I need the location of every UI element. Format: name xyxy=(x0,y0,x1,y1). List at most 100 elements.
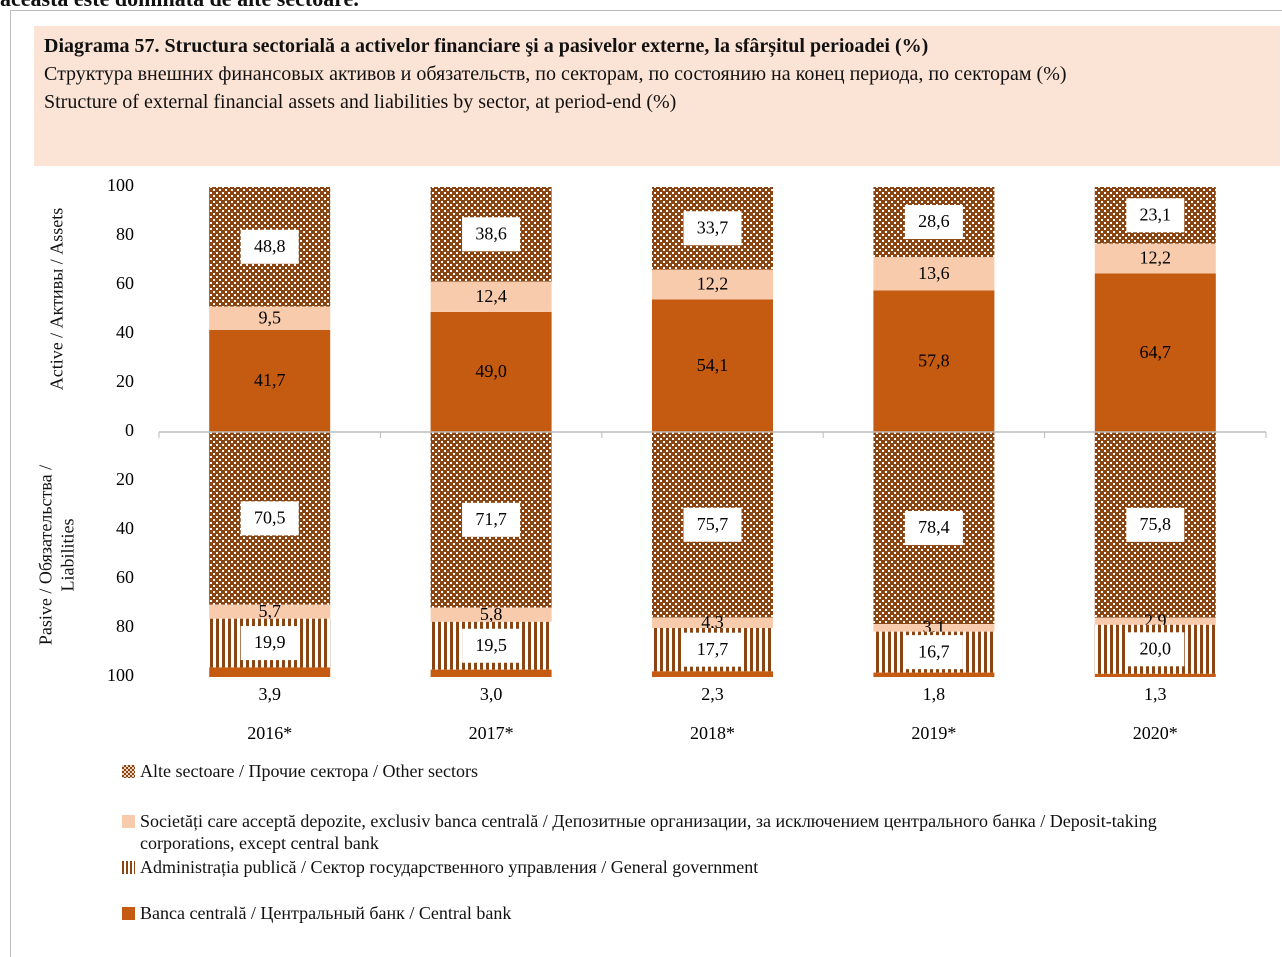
y-tick-label: 40 xyxy=(116,518,134,538)
data-label: 71,7 xyxy=(475,509,507,529)
legend-swatch xyxy=(122,907,135,920)
bar-segment xyxy=(652,617,773,628)
legend-label: Administrația publică / Сектор государст… xyxy=(140,857,759,877)
data-label: 33,7 xyxy=(697,217,729,237)
label-box xyxy=(240,229,299,264)
chart-title: Diagrama 57. Structura sectorială a acti… xyxy=(44,35,929,57)
data-label: 4,3 xyxy=(701,612,724,632)
x-tick-label: 2019* xyxy=(911,723,956,743)
y-tick-label: 60 xyxy=(116,273,134,293)
bar-segment xyxy=(1094,673,1216,677)
label-box xyxy=(683,632,742,667)
legend-item: Administrația publică / Сектор государст… xyxy=(120,856,1200,878)
data-label: 57,8 xyxy=(918,350,950,370)
data-label: 16,7 xyxy=(918,641,950,661)
data-label: 13,6 xyxy=(918,263,950,283)
bar-segment xyxy=(652,671,773,677)
legend-label: Societăți care acceptă depozite, exclusi… xyxy=(140,811,1157,853)
chart-subtitle: Structure of external financial assets a… xyxy=(44,91,677,113)
bar-segment xyxy=(209,306,331,330)
data-label: 48,8 xyxy=(254,236,286,256)
frame xyxy=(10,10,1282,957)
bar-segment xyxy=(652,299,773,432)
label-box xyxy=(240,501,299,536)
data-label: 54,1 xyxy=(697,355,729,375)
label-box xyxy=(1126,198,1185,233)
label-box xyxy=(1126,632,1185,667)
y-tick-label: 60 xyxy=(116,567,134,587)
data-label: 1,8 xyxy=(923,684,946,704)
y-tick-label: 100 xyxy=(107,665,134,685)
data-label: 23,1 xyxy=(1140,204,1172,224)
legend-swatch xyxy=(122,861,135,874)
data-label: 70,5 xyxy=(254,507,286,527)
x-tick-label: 2017* xyxy=(469,723,514,743)
data-label: 3,0 xyxy=(480,684,503,704)
bar-segment xyxy=(209,667,331,677)
bar-segment xyxy=(873,672,995,677)
data-label: 12,2 xyxy=(1140,248,1172,268)
data-label: 28,6 xyxy=(918,211,950,231)
y-tick-label: 0 xyxy=(125,420,134,440)
x-tick-label: 2016* xyxy=(247,723,292,743)
data-label: 3,9 xyxy=(258,684,281,704)
label-box xyxy=(904,635,963,670)
bar-segment xyxy=(430,281,552,312)
bar-segment xyxy=(873,290,995,432)
data-label: 19,5 xyxy=(475,635,507,655)
data-label: 41,7 xyxy=(254,370,286,390)
bar-segment xyxy=(1094,273,1216,432)
y-tick-label: 40 xyxy=(116,322,134,342)
data-label: 64,7 xyxy=(1140,342,1172,362)
data-label: 78,4 xyxy=(918,517,950,537)
legend-label: Alte sectoare / Прочие сектора / Other s… xyxy=(140,761,478,781)
y-tick-label: 100 xyxy=(107,175,134,195)
legend-item: Alte sectoare / Прочие сектора / Other s… xyxy=(120,760,1200,782)
legend-item: Societăți care acceptă depozite, exclusi… xyxy=(120,810,1200,854)
label-box xyxy=(904,511,963,546)
y-axis-label: Pasive / Обязательства / Liabilities xyxy=(35,464,78,645)
data-label: 17,7 xyxy=(697,639,729,659)
data-label: 75,7 xyxy=(697,514,729,534)
bar-segment xyxy=(1094,617,1216,625)
data-label: 12,2 xyxy=(697,274,729,294)
label-box xyxy=(462,217,521,252)
y-tick-label: 80 xyxy=(116,616,134,636)
bar-segment xyxy=(430,669,552,677)
bar-segment xyxy=(209,329,331,432)
bar-segment xyxy=(209,604,331,619)
bar-segment xyxy=(430,607,552,622)
legend-swatch xyxy=(122,815,135,828)
bar-segment xyxy=(430,311,552,432)
legend-swatch xyxy=(122,765,135,778)
bar-segment xyxy=(873,257,995,291)
label-box xyxy=(240,626,299,661)
y-tick-label: 20 xyxy=(116,371,134,391)
data-label: 20,0 xyxy=(1140,638,1172,658)
x-tick-label: 2020* xyxy=(1133,723,1178,743)
data-label: 49,0 xyxy=(475,361,507,381)
title-box: Diagrama 57. Structura sectorială a acti… xyxy=(34,26,1280,166)
data-label: 1,3 xyxy=(1144,684,1167,704)
data-label: 2,3 xyxy=(701,684,724,704)
y-tick-label: 80 xyxy=(116,224,134,244)
bar-segment xyxy=(652,269,773,300)
label-box xyxy=(462,502,521,537)
legend-item: Banca centrală / Центральный банк / Cent… xyxy=(120,902,1200,924)
data-label: 12,4 xyxy=(475,286,507,306)
bar-segment xyxy=(873,624,995,632)
legend-label: Banca centrală / Центральный банк / Cent… xyxy=(140,903,512,923)
x-tick-label: 2018* xyxy=(690,723,735,743)
label-box xyxy=(683,507,742,542)
chart-subtitle: Структура внешних финансовых активов и о… xyxy=(44,63,1067,85)
y-axis-label: Active / Активы / Assets xyxy=(46,207,67,390)
bar-segment xyxy=(1094,243,1216,274)
data-label: 9,5 xyxy=(258,307,281,327)
data-label: 75,8 xyxy=(1140,514,1172,534)
label-box xyxy=(683,211,742,246)
y-tick-label: 20 xyxy=(116,469,134,489)
data-label: 19,9 xyxy=(254,632,286,652)
data-label: 38,6 xyxy=(475,223,507,243)
